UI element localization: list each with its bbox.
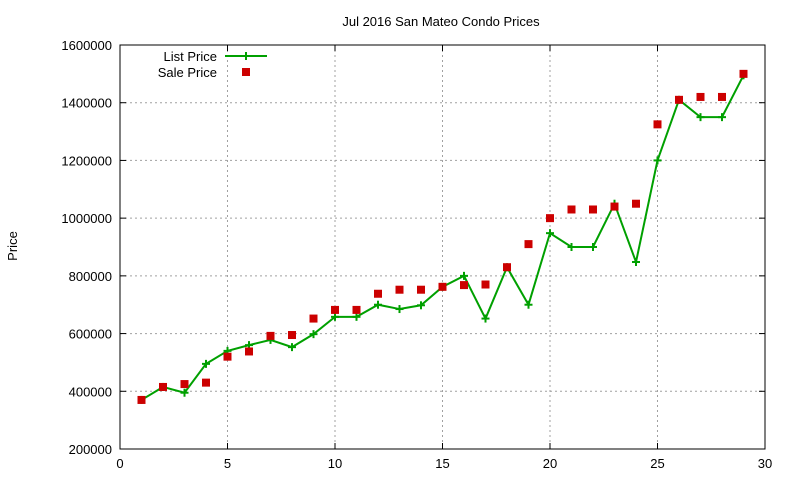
data-point bbox=[202, 378, 210, 387]
data-point bbox=[352, 305, 361, 314]
data-point bbox=[567, 243, 576, 251]
data-point bbox=[417, 285, 425, 294]
data-point bbox=[696, 113, 705, 122]
data-point bbox=[718, 113, 726, 122]
x-tick-label: 15 bbox=[435, 456, 449, 471]
data-point bbox=[675, 95, 683, 104]
data-point bbox=[202, 359, 210, 368]
data-point bbox=[438, 282, 447, 291]
data-point bbox=[524, 300, 533, 309]
y-axis-label: Price bbox=[5, 231, 20, 261]
data-point bbox=[395, 305, 404, 314]
data-point bbox=[223, 352, 232, 361]
data-point bbox=[374, 300, 382, 309]
data-point bbox=[567, 205, 576, 214]
data-point bbox=[546, 229, 554, 238]
x-tick-label: 0 bbox=[116, 456, 123, 471]
data-point bbox=[352, 312, 361, 321]
data-point bbox=[503, 263, 511, 272]
data-point bbox=[546, 214, 554, 223]
data-point bbox=[288, 343, 296, 352]
data-point bbox=[718, 92, 726, 101]
y-tick-label: 1200000 bbox=[61, 153, 112, 168]
data-point bbox=[632, 199, 640, 208]
data-point bbox=[331, 305, 339, 314]
data-point bbox=[589, 243, 597, 251]
y-tick-label: 200000 bbox=[69, 442, 112, 457]
data-point bbox=[159, 382, 167, 391]
data-point bbox=[245, 347, 253, 356]
data-point bbox=[653, 120, 662, 129]
plot-frame bbox=[119, 44, 766, 450]
data-point bbox=[739, 69, 748, 78]
data-point bbox=[589, 205, 597, 214]
data-point bbox=[331, 312, 339, 321]
x-tick-label: 20 bbox=[543, 456, 557, 471]
data-point bbox=[417, 301, 425, 310]
data-point bbox=[266, 331, 275, 340]
legend-label: List Price bbox=[164, 49, 217, 64]
legend-label: Sale Price bbox=[158, 65, 217, 80]
x-tick-label: 30 bbox=[758, 456, 772, 471]
legend-marker bbox=[242, 68, 250, 76]
data-point bbox=[524, 240, 533, 249]
x-tick-label: 10 bbox=[328, 456, 342, 471]
y-tick-label: 400000 bbox=[69, 384, 112, 399]
series-sale-price bbox=[137, 69, 748, 404]
y-tick-label: 1400000 bbox=[61, 96, 112, 111]
series-layer bbox=[137, 69, 748, 404]
grid bbox=[120, 45, 765, 449]
y-tick-label: 1000000 bbox=[61, 211, 112, 226]
data-point bbox=[137, 395, 146, 404]
x-tick-label: 25 bbox=[650, 456, 664, 471]
data-point bbox=[481, 280, 490, 289]
legend-marker bbox=[242, 52, 250, 60]
chart-title: Jul 2016 San Mateo Condo Prices bbox=[342, 14, 540, 29]
data-point bbox=[374, 289, 382, 298]
data-point bbox=[309, 330, 318, 339]
y-tick-label: 1600000 bbox=[61, 38, 112, 53]
data-point bbox=[180, 388, 189, 397]
data-point bbox=[460, 281, 468, 290]
data-point bbox=[288, 331, 296, 340]
data-point bbox=[481, 314, 490, 323]
data-point bbox=[395, 285, 404, 294]
data-point bbox=[309, 314, 318, 323]
data-point bbox=[696, 92, 705, 101]
y-tick-label: 600000 bbox=[69, 327, 112, 342]
data-point bbox=[653, 156, 662, 165]
data-point bbox=[632, 258, 640, 267]
x-tick-label: 5 bbox=[224, 456, 231, 471]
data-point bbox=[610, 202, 619, 211]
data-point bbox=[180, 380, 189, 389]
y-tick-label: 800000 bbox=[69, 269, 112, 284]
data-point bbox=[460, 271, 468, 280]
